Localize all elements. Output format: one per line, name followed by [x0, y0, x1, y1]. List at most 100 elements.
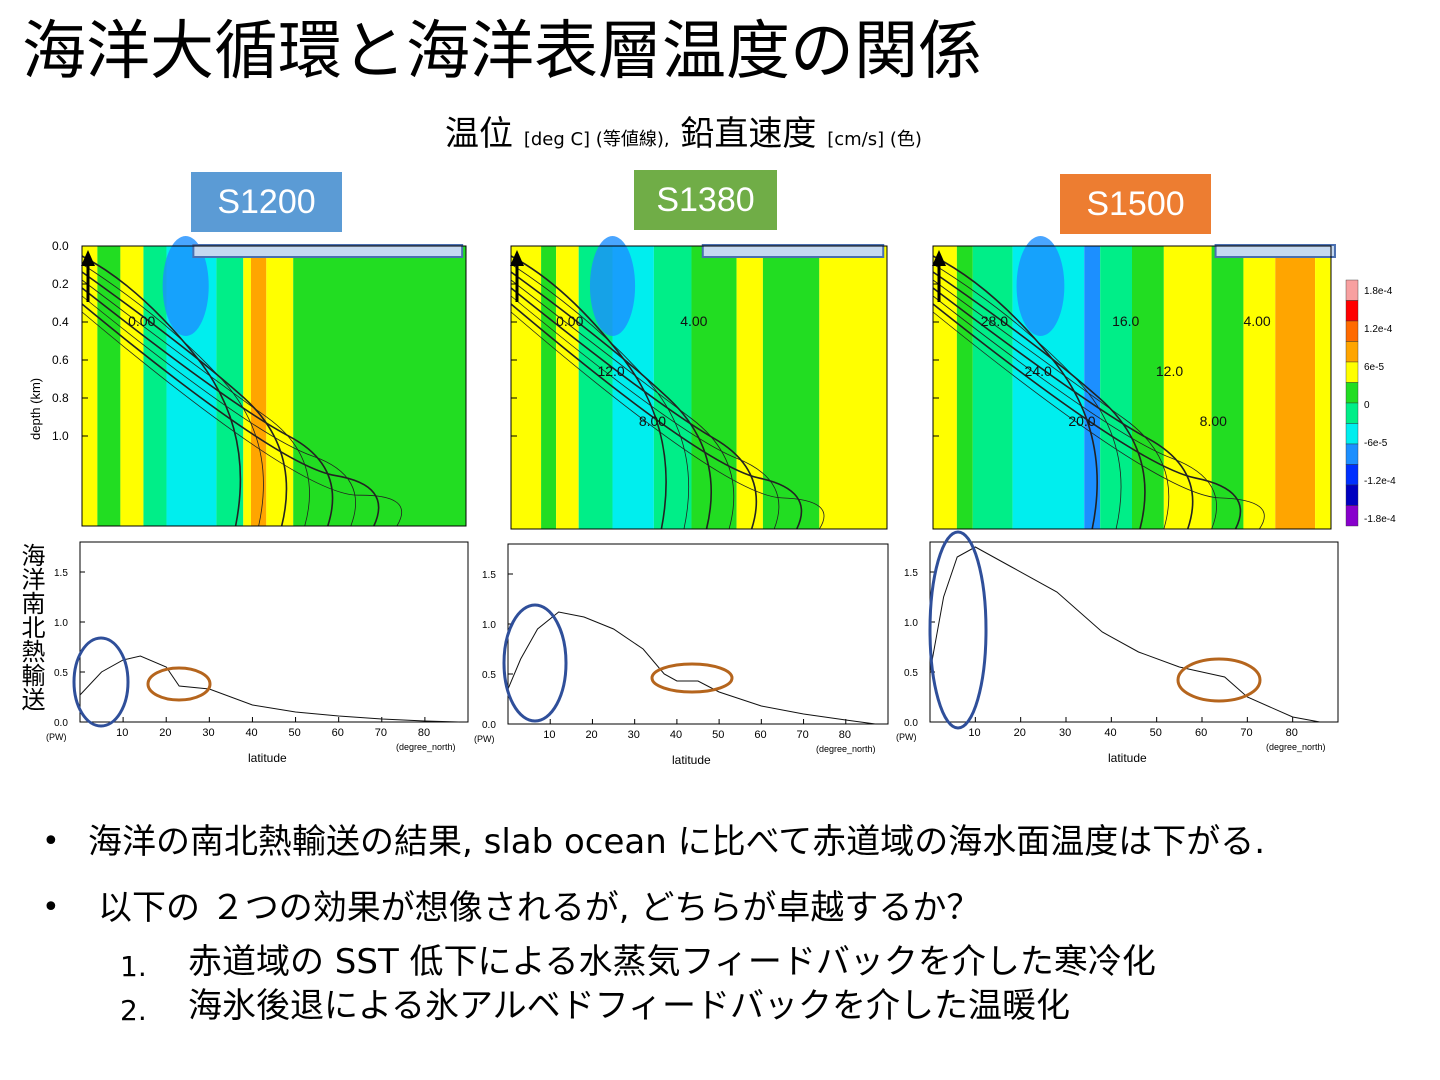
velocity-color-band [120, 246, 144, 526]
highlight-ellipse-equator [72, 636, 130, 728]
velocity-color-band [819, 246, 887, 529]
colorbar-segment [1345, 361, 1359, 383]
section-frame [932, 245, 1332, 530]
velocity-color-band [736, 246, 763, 529]
colorbar-tick-label: 6e-5 [1364, 362, 1384, 373]
colorbar-tick-label: -1.2e-4 [1364, 476, 1396, 487]
x-tick-label: 50 [1150, 727, 1162, 739]
depth-axis-label: depth (km) [28, 378, 43, 440]
velocity-color-band [243, 246, 251, 526]
y-tick-label: 1.5 [54, 568, 68, 579]
upward-arrow-head [932, 250, 946, 266]
section-plot-s1200: 0.00 0.0 0.2 0.4 0.6 0.8 1.0 [52, 236, 467, 527]
isotherm-contour [81, 287, 334, 527]
x-tick-label: 80 [418, 727, 430, 739]
velocity-color-band [1100, 246, 1132, 529]
velocity-color-band [97, 246, 121, 526]
transport-plot-s1200: 0.0 0.5 1.0 1.5 10 20 30 40 50 60 70 80 (PW) (degree_… [46, 541, 469, 765]
isotherm-contour [932, 279, 1170, 530]
colorbar-segment [1345, 423, 1359, 445]
contour-label: 0.00 [556, 313, 583, 329]
transport-unit: (PW) [896, 732, 917, 742]
isotherm-contour [510, 295, 780, 530]
contour-label: 8.00 [1200, 413, 1227, 429]
x-unit: (degree_north) [1266, 742, 1326, 752]
x-tick-label: 70 [1240, 727, 1252, 739]
isotherm-contour [510, 279, 735, 530]
velocity-color-band [653, 246, 692, 529]
colorbar-segment [1345, 464, 1359, 486]
x-tick-label: 30 [202, 727, 214, 739]
highlight-ellipse-ice-edge [146, 666, 212, 702]
colorbar-tick-label: 1.8e-4 [1364, 286, 1393, 297]
velocity-color-band [250, 246, 267, 526]
velocity-color-band [1132, 246, 1164, 529]
colorbar-segment [1345, 484, 1359, 506]
depth-tick-label: 0.6 [52, 353, 69, 367]
isotherm-contour [932, 287, 1194, 530]
y-tick-label: 0.5 [54, 668, 68, 679]
bullet-1: 海洋の南北熱輸送の結果, slab ocean に比べて赤道域の海水面温度は下が… [88, 822, 1266, 862]
x-tick-label: 50 [712, 729, 724, 741]
colorbar-tick-label: -6e-5 [1364, 438, 1388, 449]
item-number-1: 1. [120, 950, 147, 983]
velocity-color-band [1211, 246, 1244, 529]
y-tick-label: 1.0 [54, 618, 68, 629]
highlight-ellipse-ice-edge [650, 662, 734, 694]
heat-transport-line [507, 611, 876, 725]
bullet-dot: • [42, 824, 60, 859]
sea-ice-bar [701, 244, 885, 258]
velocity-color-band [1163, 246, 1212, 529]
isotherm-contour [81, 295, 356, 527]
x-tick-label: 30 [628, 729, 640, 741]
depth-tick-label: 0.4 [52, 315, 69, 329]
contour-label: 8.00 [639, 413, 666, 429]
x-tick-label: 10 [543, 729, 555, 741]
numbered-item-2: 海氷後退による氷アルベドフィードバックを介した温暖化 [188, 986, 1070, 1026]
transport-frame [79, 541, 469, 723]
contour-label: 16.0 [1112, 313, 1139, 329]
panel-label-s1200: S1200 [191, 172, 342, 232]
x-tick-label: 60 [332, 727, 344, 739]
upwelling-region [162, 236, 209, 336]
section-plot-s1380: 0.00 12.0 8.00 4.00 [510, 236, 888, 530]
colorbar-segment [1345, 341, 1359, 363]
x-tick-label: 40 [1104, 727, 1116, 739]
depth-tick-label: 0.0 [52, 239, 69, 253]
x-tick-label: 20 [159, 727, 171, 739]
x-axis-label: latitude [1108, 751, 1147, 765]
highlight-ellipse-equator [502, 603, 568, 723]
isotherm-contour [81, 279, 310, 527]
y-tick-label: 1.5 [904, 568, 918, 579]
transport-frame [507, 543, 889, 725]
bullet-2: 以下の ２つの効果が想像されるが, どちらが卓越するか？ [98, 888, 981, 928]
panel-label-s1500: S1500 [1060, 174, 1211, 234]
slide-title: 海洋大循環と海洋表層温度の関係 [22, 15, 982, 89]
velocity-color-band [1275, 246, 1316, 529]
upwelling-region [589, 236, 636, 336]
figure-subtitle: 温位 [deg C] (等値線), 鉛直速度 [cm/s] (色) [445, 112, 922, 162]
colorbar-segment [1345, 402, 1359, 424]
velocity-color-band [972, 246, 1013, 529]
velocity-color-band [762, 246, 820, 529]
colorbar-segment [1345, 443, 1359, 465]
velocity-color-band [956, 246, 973, 529]
velocity-color-band [82, 246, 98, 526]
y-tick-label: 1.5 [482, 570, 496, 581]
y-tick-label: 0.5 [904, 668, 918, 679]
colorbar-segment [1345, 320, 1359, 342]
isotherm-contour [932, 303, 1242, 530]
transport-y-label: 海洋南北熱輸送 [17, 543, 45, 711]
isotherm-contour [510, 271, 712, 530]
colorbar-tick-label: -1.8e-4 [1364, 514, 1396, 525]
transport-unit: (PW) [46, 732, 67, 742]
contour-label: 20.0 [1068, 413, 1095, 429]
highlight-ellipse-ice-edge [1176, 657, 1262, 703]
x-tick-label: 40 [670, 729, 682, 741]
transport-unit: (PW) [474, 734, 495, 744]
velocity-color-band [541, 246, 557, 529]
x-unit: (degree_north) [816, 744, 876, 754]
x-tick-label: 70 [375, 727, 387, 739]
depth-tick-label: 0.8 [52, 391, 69, 405]
contour-label: 4.00 [680, 313, 707, 329]
